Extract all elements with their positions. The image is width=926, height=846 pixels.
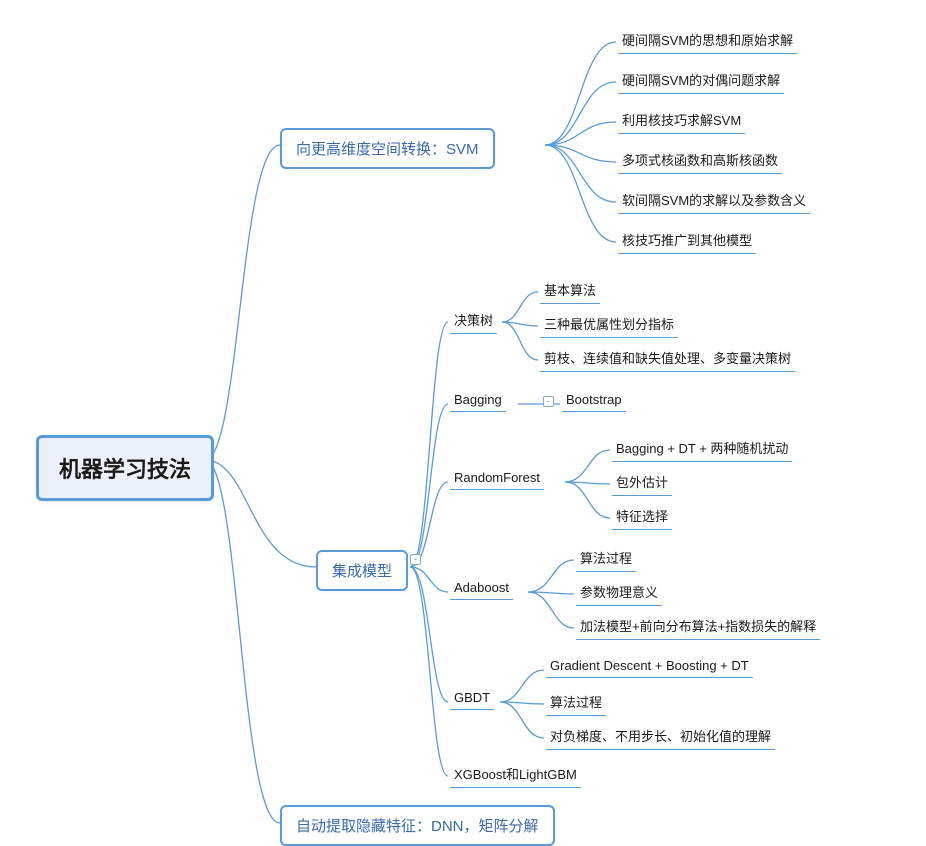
toggle-symbol: - <box>414 554 417 564</box>
leaf-svm-0[interactable]: 硬间隔SVM的思想和原始求解 <box>618 30 797 54</box>
branch-label: 向更高维度空间转换：SVM <box>296 141 479 158</box>
leaf-label: 算法过程 <box>580 551 632 566</box>
leaf-label: 基本算法 <box>544 283 596 298</box>
root-node[interactable]: 机器学习技法 <box>36 435 214 501</box>
branch-svm[interactable]: 向更高维度空间转换：SVM <box>280 128 495 169</box>
leaf-rf-1[interactable]: 包外估计 <box>612 472 672 496</box>
sub-bagging[interactable]: Bagging <box>450 392 506 412</box>
branch-dnn[interactable]: 自动提取隐藏特征：DNN，矩阵分解 <box>280 805 555 846</box>
mindmap-canvas: 机器学习技法 向更高维度空间转换：SVM 硬间隔SVM的思想和原始求解 硬间隔S… <box>0 0 926 839</box>
branch-label: 集成模型 <box>332 563 392 580</box>
sub-randomforest[interactable]: RandomForest <box>450 470 544 490</box>
sub-label: XGBoost和LightGBM <box>454 767 577 782</box>
leaf-label: 对负梯度、不用步长、初始化值的理解 <box>550 729 771 744</box>
leaf-label: Bootstrap <box>566 392 622 407</box>
branch-label: 自动提取隐藏特征：DNN，矩阵分解 <box>296 818 539 835</box>
leaf-label: 硬间隔SVM的对偶问题求解 <box>622 73 780 88</box>
leaf-gbdt-1[interactable]: 算法过程 <box>546 692 606 716</box>
branch-ensemble[interactable]: 集成模型 <box>316 550 408 591</box>
leaf-svm-2[interactable]: 利用核技巧求解SVM <box>618 110 745 134</box>
leaf-label: 剪枝、连续值和缺失值处理、多变量决策树 <box>544 351 791 366</box>
leaf-svm-5[interactable]: 核技巧推广到其他模型 <box>618 230 756 254</box>
sub-label: Bagging <box>454 392 502 407</box>
toggle-symbol: - <box>547 396 550 406</box>
leaf-dt-1[interactable]: 三种最优属性划分指标 <box>540 314 678 338</box>
connector-layer <box>0 0 926 839</box>
leaf-svm-4[interactable]: 软间隔SVM的求解以及参数含义 <box>618 190 810 214</box>
leaf-label: 多项式核函数和高斯核函数 <box>622 153 778 168</box>
leaf-label: 软间隔SVM的求解以及参数含义 <box>622 193 806 208</box>
leaf-dt-2[interactable]: 剪枝、连续值和缺失值处理、多变量决策树 <box>540 348 795 372</box>
leaf-label: 算法过程 <box>550 695 602 710</box>
leaf-label: 包外估计 <box>616 475 668 490</box>
leaf-label: 硬间隔SVM的思想和原始求解 <box>622 33 793 48</box>
leaf-svm-1[interactable]: 硬间隔SVM的对偶问题求解 <box>618 70 784 94</box>
leaf-ada-1[interactable]: 参数物理意义 <box>576 582 662 606</box>
leaf-dt-0[interactable]: 基本算法 <box>540 280 600 304</box>
leaf-label: 加法模型+前向分布算法+指数损失的解释 <box>580 619 816 634</box>
leaf-rf-0[interactable]: Bagging + DT + 两种随机扰动 <box>612 438 792 462</box>
leaf-label: Gradient Descent + Boosting + DT <box>550 658 749 673</box>
leaf-label: 利用核技巧求解SVM <box>622 113 741 128</box>
sub-xgboost[interactable]: XGBoost和LightGBM <box>450 764 581 788</box>
leaf-ada-0[interactable]: 算法过程 <box>576 548 636 572</box>
leaf-gbdt-2[interactable]: 对负梯度、不用步长、初始化值的理解 <box>546 726 775 750</box>
leaf-ada-2[interactable]: 加法模型+前向分布算法+指数损失的解释 <box>576 616 820 640</box>
sub-adaboost[interactable]: Adaboost <box>450 580 513 600</box>
leaf-svm-3[interactable]: 多项式核函数和高斯核函数 <box>618 150 782 174</box>
toggle-icon[interactable]: - <box>543 396 554 407</box>
leaf-bag-0[interactable]: Bootstrap <box>562 392 626 412</box>
sub-label: Adaboost <box>454 580 509 595</box>
toggle-icon[interactable]: - <box>410 554 421 565</box>
root-label: 机器学习技法 <box>59 457 191 482</box>
sub-gbdt[interactable]: GBDT <box>450 690 494 710</box>
leaf-label: 三种最优属性划分指标 <box>544 317 674 332</box>
sub-decisiontree[interactable]: 决策树 <box>450 310 497 334</box>
sub-label: 决策树 <box>454 313 493 328</box>
sub-label: GBDT <box>454 690 490 705</box>
leaf-rf-2[interactable]: 特征选择 <box>612 506 672 530</box>
leaf-label: 特征选择 <box>616 509 668 524</box>
leaf-label: 参数物理意义 <box>580 585 658 600</box>
leaf-label: 核技巧推广到其他模型 <box>622 233 752 248</box>
sub-label: RandomForest <box>454 470 540 485</box>
leaf-label: Bagging + DT + 两种随机扰动 <box>616 441 788 456</box>
leaf-gbdt-0[interactable]: Gradient Descent + Boosting + DT <box>546 658 753 678</box>
